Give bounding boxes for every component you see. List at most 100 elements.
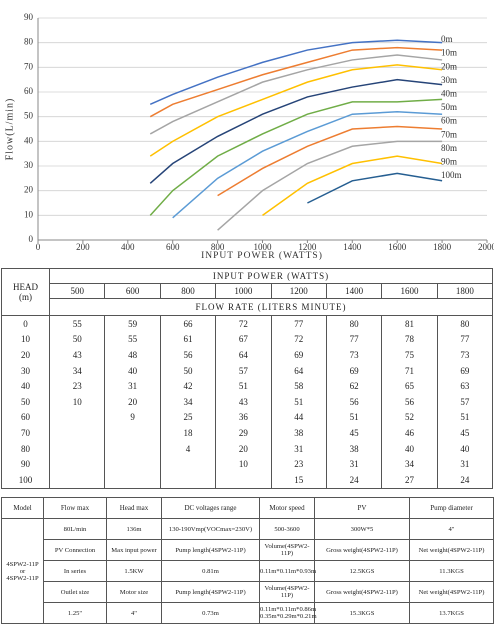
spec-text: Pump length(4SPW2-11P): [175, 546, 246, 554]
data-row: 80 4 20 31 38 40 40: [1, 440, 494, 457]
data-row: 50 10 20 34 43 51 56 56 57: [1, 393, 494, 410]
spec-text: 0.73m: [202, 609, 219, 617]
head-label-line: HEAD: [13, 282, 38, 292]
flow-value: 40: [381, 440, 438, 457]
header-row: HEAD (m) INPUT POWER (WATTS): [1, 268, 493, 316]
spec-header: Model: [1, 497, 44, 519]
spec-text: 15.3KGS: [349, 609, 375, 617]
flow-value: 77: [270, 315, 327, 332]
flow-value: 29: [215, 425, 272, 441]
flow-value: 51: [270, 393, 327, 410]
flow-value: 38: [325, 440, 383, 457]
y-tick-label: 10: [24, 209, 34, 219]
flow-value: 57: [215, 362, 272, 379]
spec-text: Volume(4SPW2-11P): [264, 543, 310, 557]
flow-value: 75: [381, 347, 438, 363]
spec-header: DC voltages range: [161, 497, 260, 519]
spec-header: Pump diameter: [409, 497, 494, 519]
head-value: 100: [1, 471, 50, 489]
spec-text: 12.5KGS: [349, 567, 375, 575]
y-tick-label: 30: [24, 160, 34, 170]
spec-text: 13.7KGS: [439, 609, 464, 617]
flow-value: 64: [215, 347, 272, 363]
flow-value: 69: [436, 362, 494, 379]
spec-text: 1.25": [67, 609, 83, 617]
legend-label: 10m: [441, 48, 457, 58]
spec-cell: Outlet size: [43, 581, 107, 603]
spec-cell: Gross weight(4SPW2-11P): [314, 581, 410, 603]
spec-text: PV Connection: [54, 546, 96, 554]
table-subtitle: FLOW RATE (LITERS MINUTE): [49, 298, 493, 316]
flow-value: 81: [381, 315, 438, 332]
data-row: 30 34 40 50 57 64 69 71 69: [1, 362, 494, 379]
flow-value: 58: [270, 378, 327, 394]
flow-value: 43: [48, 347, 106, 363]
spec-cell: PV Connection: [43, 539, 107, 561]
legend-label: 20m: [441, 61, 457, 71]
data-row: 60 9 25 36 44 51 52 51: [1, 409, 494, 426]
flow-value: 31: [436, 456, 494, 472]
model-cell: 4SPW2-11P or 4SPW2-11P: [1, 518, 44, 624]
series-line: [217, 140, 443, 231]
flow-value: 78: [381, 331, 438, 348]
flow-value: 24: [325, 471, 383, 489]
head-value: 60: [1, 409, 50, 426]
power-header: 800: [159, 283, 217, 299]
flow-value: 50: [48, 331, 106, 348]
flow-value: 27: [381, 471, 438, 489]
flow-value: 52: [381, 409, 438, 426]
data-row: 10 50 55 61 67 72 77 78 77: [1, 331, 494, 348]
flow-value: 77: [436, 331, 494, 348]
spec-cell: 13.7KGS: [409, 602, 494, 624]
spec-cell: Pump length(4SPW2-11P): [161, 539, 260, 561]
spec-text: 0.35m*0.29m*0.21m: [260, 613, 317, 620]
model-line: 4SPW2-11P: [6, 560, 39, 568]
flow-value: 59: [104, 315, 161, 332]
table-title: INPUT POWER (WATTS): [49, 268, 493, 284]
spec-cell: 15.3KGS: [314, 602, 410, 624]
flow-value: 15: [270, 471, 327, 489]
spec-cell: 130-190Vmp(VOCmax=230V): [161, 518, 260, 540]
series-line: [149, 64, 443, 157]
spec-text: 0.81m: [202, 567, 219, 575]
data-row: 0 55 59 66 72 77 80 81 80: [1, 315, 494, 332]
power-header: 1600: [381, 283, 438, 299]
data-row: 90 10 23 31 34 31: [1, 456, 494, 472]
series-line: [149, 54, 443, 135]
flow-value: 80: [325, 315, 383, 332]
y-axis-title: Flow(L/min): [4, 98, 15, 161]
data-row: 40 23 31 42 51 58 62 65 63: [1, 378, 494, 394]
flow-value: [104, 471, 161, 489]
spec-header: Flow max: [43, 497, 107, 519]
head-value: 70: [1, 425, 50, 441]
spec-row: 1.25" 4" 0.73m 0.11m*0.11m*0.86m 0.35m*0.29m…: [2, 602, 494, 624]
head-value: 20: [1, 347, 50, 363]
flow-value: 51: [325, 409, 383, 426]
spec-cell: 4": [409, 518, 494, 540]
flow-value: [215, 471, 272, 489]
spec-cell: Volume(4SPW2-11P): [259, 539, 315, 561]
flow-value: [48, 425, 106, 441]
spec-text: Net weight(4SPW2-11P): [418, 588, 485, 596]
legend-label: 70m: [441, 129, 457, 139]
spec-cell: Max input power: [106, 539, 162, 561]
power-header: 600: [104, 283, 161, 299]
flow-value: 56: [325, 393, 383, 410]
flow-value: 20: [215, 440, 272, 457]
flow-value: 77: [325, 331, 383, 348]
spec-cell: Volume(4SPW2-11P): [259, 581, 315, 603]
spec-text: Motor size: [119, 588, 149, 596]
series-line: [149, 98, 443, 216]
flow-value: 45: [436, 425, 494, 441]
x-tick-label: 1400: [343, 242, 362, 252]
flow-value: 31: [104, 378, 161, 394]
flow-value: 34: [159, 393, 217, 410]
y-tick-label: 70: [24, 61, 34, 71]
spec-text: Gross weight(4SPW2-11P): [326, 588, 398, 596]
spec-cell: 1.5KW: [106, 560, 162, 582]
spec-cell: 12.5KGS: [314, 560, 410, 582]
spec-cell: Motor size: [106, 581, 162, 603]
legend-label: 40m: [441, 88, 457, 98]
flow-value: [104, 425, 161, 441]
flow-value: 80: [436, 315, 494, 332]
